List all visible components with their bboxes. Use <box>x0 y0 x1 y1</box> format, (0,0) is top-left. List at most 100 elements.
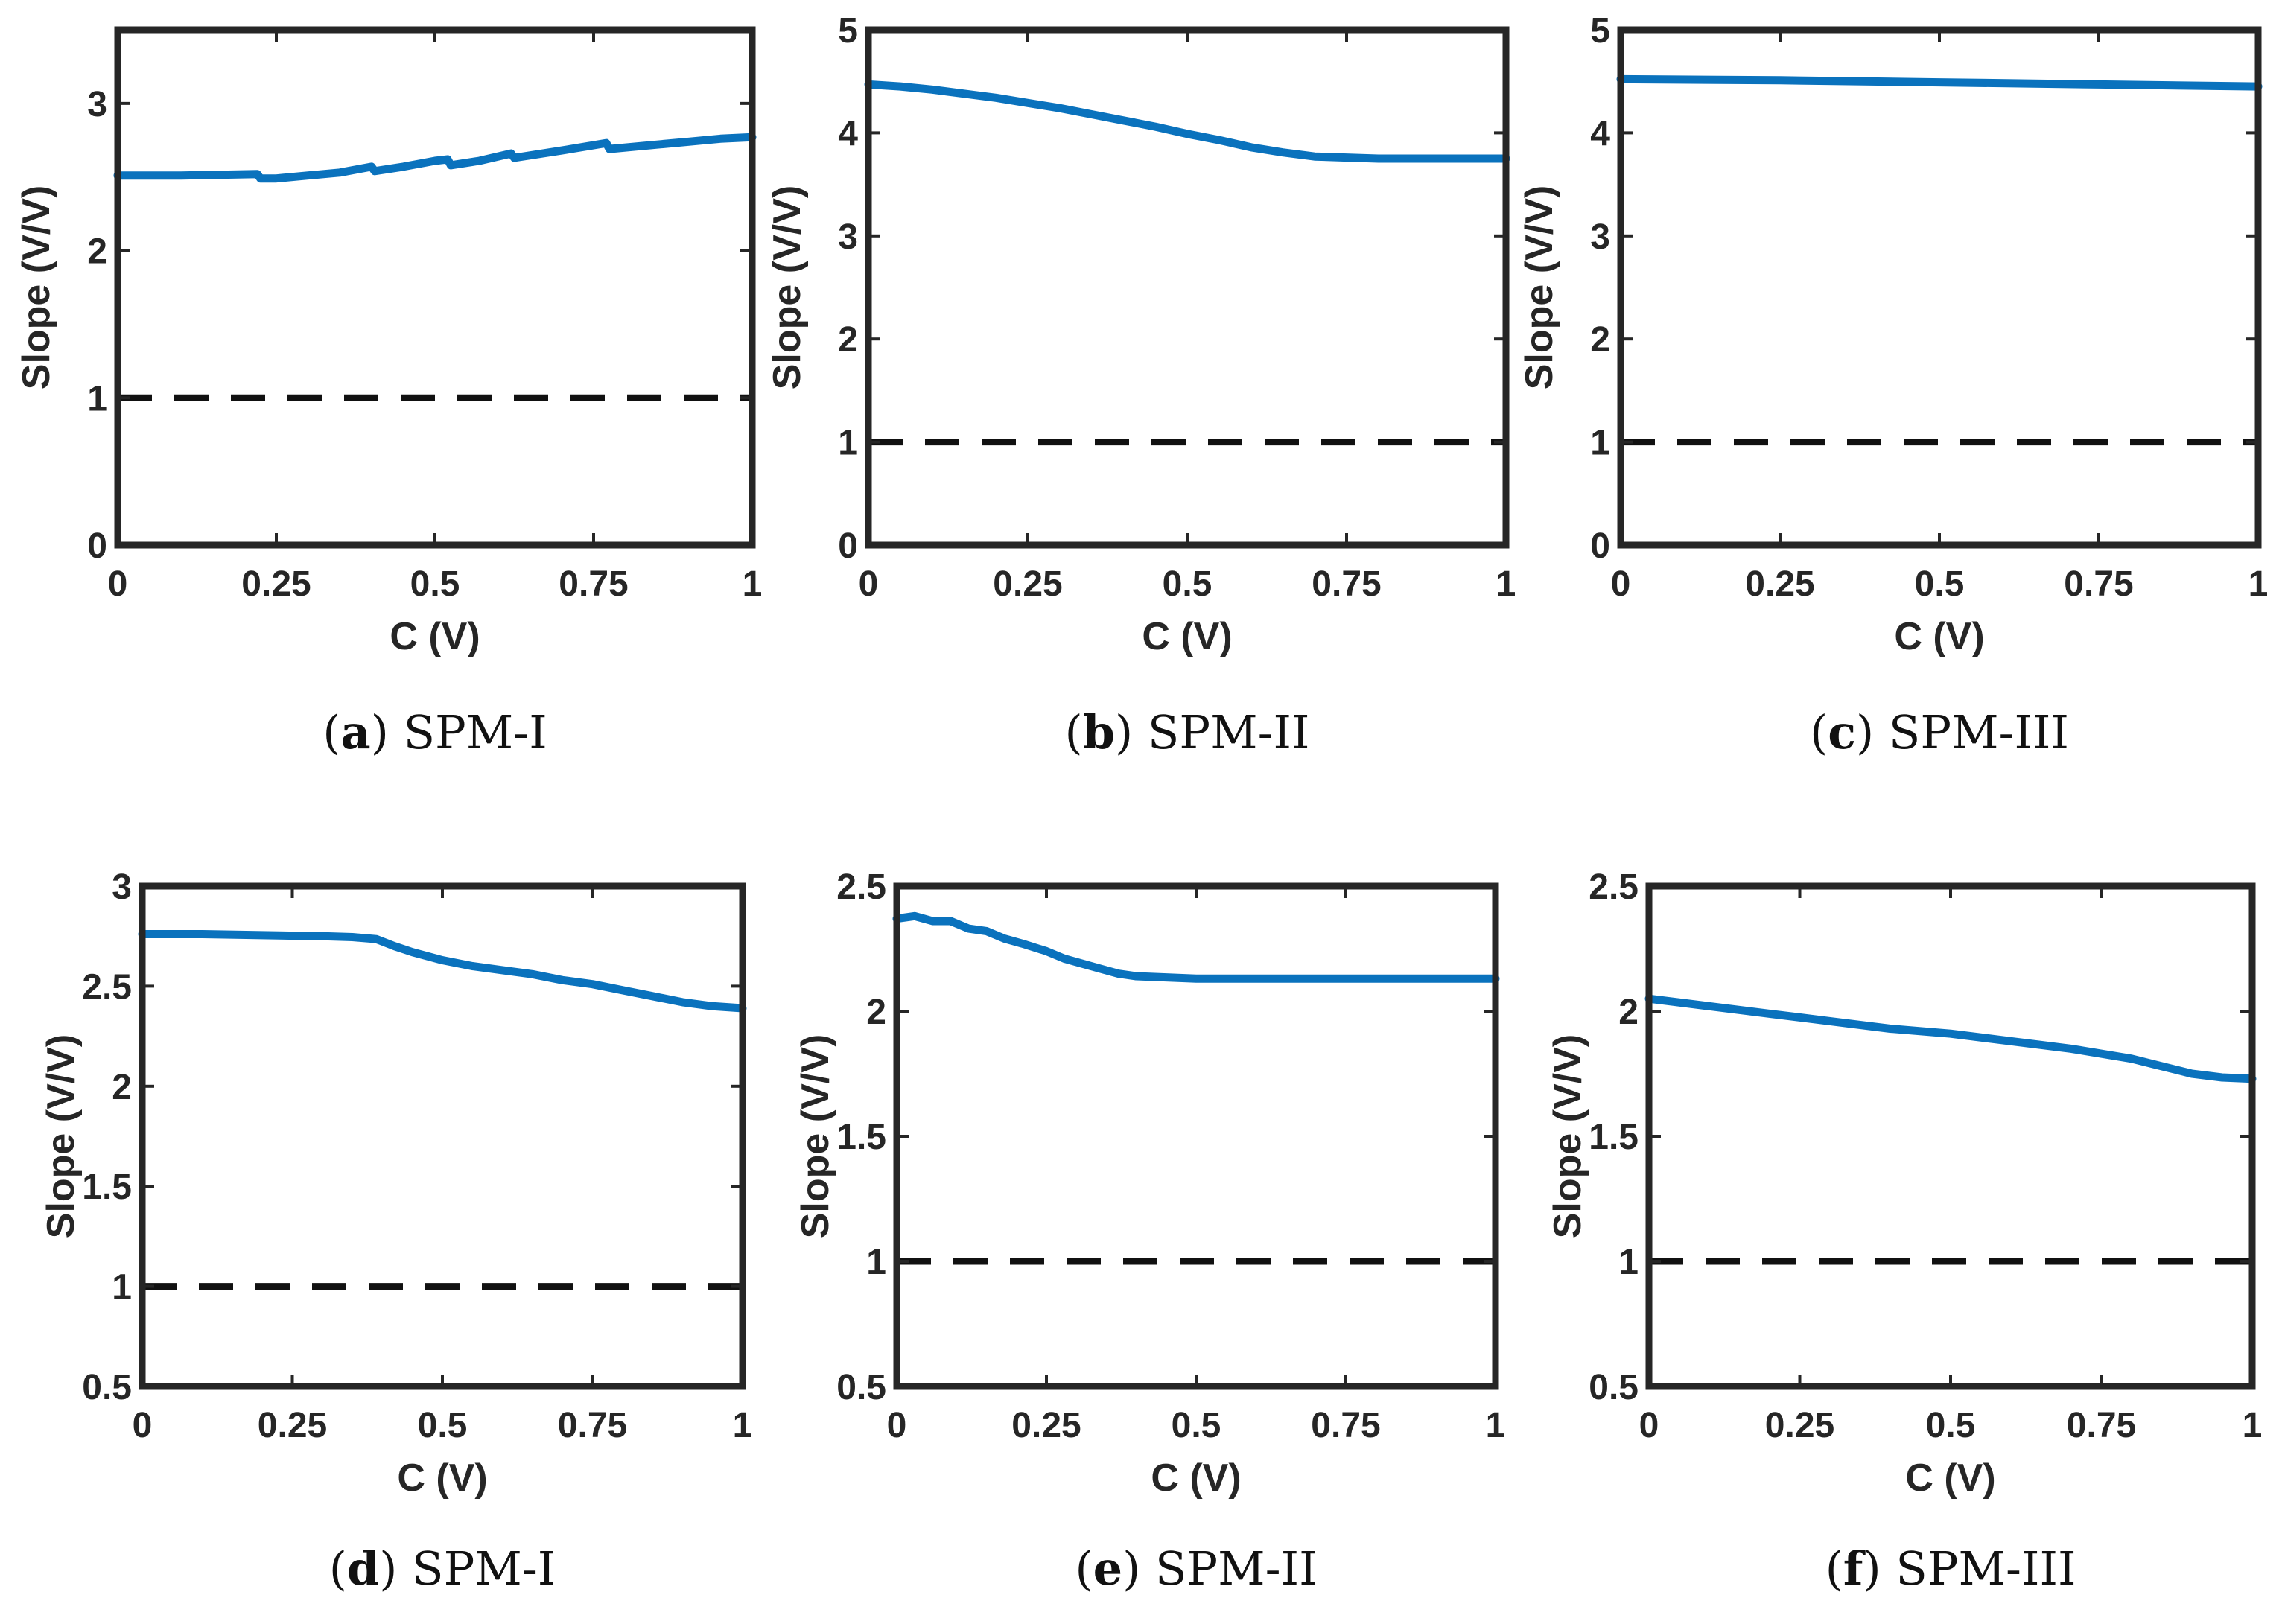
y-tick-label: 1 <box>1618 1243 1639 1282</box>
x-axis-label: C (V) <box>1905 1456 1995 1500</box>
y-axis-label: Slope (V/V) <box>794 1034 837 1238</box>
x-tick-label: 0.75 <box>2067 1406 2136 1445</box>
x-tick-label: 0.25 <box>993 564 1062 604</box>
x-tick-label: 1 <box>2248 564 2269 604</box>
axes-frame <box>893 882 1499 1390</box>
y-tick-label: 1 <box>1590 424 1610 463</box>
panel-caption: (f) SPM-III <box>1825 1541 2076 1596</box>
y-tick-label: 1.5 <box>82 1168 132 1207</box>
y-tick-label: 2 <box>1590 320 1610 360</box>
y-tick-label: 3 <box>87 85 107 124</box>
y-tick-label: 1 <box>838 424 858 463</box>
x-tick-label: 1 <box>743 564 763 604</box>
panel-caption: (d) SPM-I <box>329 1541 556 1596</box>
x-tick-label: 1 <box>1496 564 1516 604</box>
plot-area <box>1621 30 2258 545</box>
x-tick-label: 0.25 <box>1745 564 1814 604</box>
y-tick-label: 4 <box>1590 114 1610 153</box>
x-tick-label: 0.75 <box>558 1406 627 1445</box>
x-tick-label: 0.25 <box>1765 1406 1834 1445</box>
panel-b: 0 0.25 0.5 0.75 1 0 1 2 3 4 5 C (V) Slope (V/V) (b) S… <box>766 11 1516 760</box>
axes-frame <box>865 26 1510 549</box>
y-tick-label: 0 <box>838 526 858 566</box>
y-tick-label: 2 <box>1618 993 1639 1032</box>
slope-series-line <box>892 911 1500 983</box>
panel-d: 0 0.25 0.5 0.75 1 0.5 1 1.5 2 2.5 3 C (V) Slope (V/V… <box>39 867 752 1596</box>
plot-area <box>142 886 743 1386</box>
x-tick-label: 0.75 <box>2064 564 2133 604</box>
panel-caption: (a) SPM-I <box>322 705 547 760</box>
slope-series-line <box>1644 994 2257 1083</box>
x-tick-label: 0.25 <box>241 564 311 604</box>
x-tick-label: 0.25 <box>1011 1406 1081 1445</box>
x-axis-label: C (V) <box>397 1456 487 1500</box>
slope-series-line <box>1616 74 2263 91</box>
plot-area <box>1649 886 2252 1386</box>
plot-area <box>868 30 1506 545</box>
x-tick-label: 0.75 <box>559 564 628 604</box>
x-tick-label: 0.5 <box>410 564 460 604</box>
y-tick-label: 2 <box>112 1068 132 1107</box>
panel-f: 0 0.25 0.5 0.75 1 0.5 1 1.5 2 2.5 C (V) Slope (V/V)… <box>1546 867 2262 1596</box>
y-tick-label: 1.5 <box>1589 1118 1639 1157</box>
y-tick-label: 0 <box>1590 526 1610 566</box>
slope-series-line <box>864 80 1510 163</box>
x-tick-label: 0 <box>1611 564 1631 604</box>
x-tick-label: 0.75 <box>1312 564 1381 604</box>
x-tick-label: 1 <box>733 1406 753 1445</box>
y-tick-label: 0 <box>87 526 107 566</box>
y-tick-label: 1.5 <box>836 1118 886 1157</box>
x-axis-label: C (V) <box>390 615 480 658</box>
y-tick-label: 2 <box>838 320 858 360</box>
x-tick-label: 0.75 <box>1311 1406 1380 1445</box>
y-tick-label: 5 <box>1590 11 1610 51</box>
y-tick-label: 1 <box>866 1243 886 1282</box>
y-axis-label: Slope (V/V) <box>15 185 58 389</box>
y-tick-label: 2.5 <box>836 867 886 907</box>
y-tick-label: 3 <box>1590 217 1610 257</box>
panel-caption: (b) SPM-II <box>1064 705 1309 760</box>
panel-caption: (c) SPM-III <box>1810 705 2069 760</box>
x-axis-label: C (V) <box>1142 615 1232 658</box>
y-tick-label: 2.5 <box>82 967 132 1007</box>
x-tick-label: 0 <box>1639 1406 1659 1445</box>
x-axis-label: C (V) <box>1151 1456 1241 1500</box>
x-tick-label: 0 <box>887 1406 907 1445</box>
x-axis-label: C (V) <box>1894 615 1984 658</box>
y-tick-label: 1 <box>87 379 107 418</box>
x-tick-label: 0 <box>108 564 128 604</box>
y-tick-label: 4 <box>838 114 858 153</box>
y-axis-label: Slope (V/V) <box>39 1034 83 1238</box>
y-axis-label: Slope (V/V) <box>1518 185 1561 389</box>
plot-area <box>118 30 752 545</box>
y-tick-label: 0.5 <box>1589 1368 1639 1407</box>
x-tick-label: 1 <box>2243 1406 2263 1445</box>
panel-a: 0 0.25 0.5 0.75 1 0 1 2 3 C (V) Slope (V/V) (a) SPM… <box>15 26 763 760</box>
y-tick-label: 0.5 <box>836 1368 886 1407</box>
axes-frame <box>114 26 756 549</box>
x-tick-label: 0.5 <box>1172 1406 1221 1445</box>
slope-series-line <box>138 930 747 1013</box>
axes-frame <box>1645 882 2256 1390</box>
x-tick-label: 0.5 <box>1926 1406 1976 1445</box>
axes-frame <box>1617 26 2262 549</box>
y-tick-label: 2 <box>866 993 886 1032</box>
y-tick-label: 2 <box>87 232 107 272</box>
panel-e: 0 0.25 0.5 0.75 1 0.5 1 1.5 2 2.5 C (V) Slope (V/V)… <box>794 867 1505 1596</box>
x-tick-label: 1 <box>1486 1406 1506 1445</box>
slope-series-line <box>113 133 757 183</box>
y-tick-label: 3 <box>112 867 132 907</box>
x-tick-label: 0.25 <box>258 1406 327 1445</box>
y-tick-label: 0.5 <box>82 1368 132 1407</box>
y-tick-label: 2.5 <box>1589 867 1639 907</box>
x-tick-label: 0 <box>859 564 879 604</box>
panel-c: 0 0.25 0.5 0.75 1 0 1 2 3 4 5 C (V) Slope (V/V) (c) S… <box>1518 11 2268 760</box>
panel-caption: (e) SPM-II <box>1075 1541 1317 1596</box>
axes-frame <box>139 882 746 1390</box>
y-axis-label: Slope (V/V) <box>766 185 809 389</box>
y-axis-label: Slope (V/V) <box>1546 1034 1589 1238</box>
y-tick-label: 5 <box>838 11 858 51</box>
plot-area <box>897 886 1496 1386</box>
x-tick-label: 0.5 <box>1163 564 1212 604</box>
